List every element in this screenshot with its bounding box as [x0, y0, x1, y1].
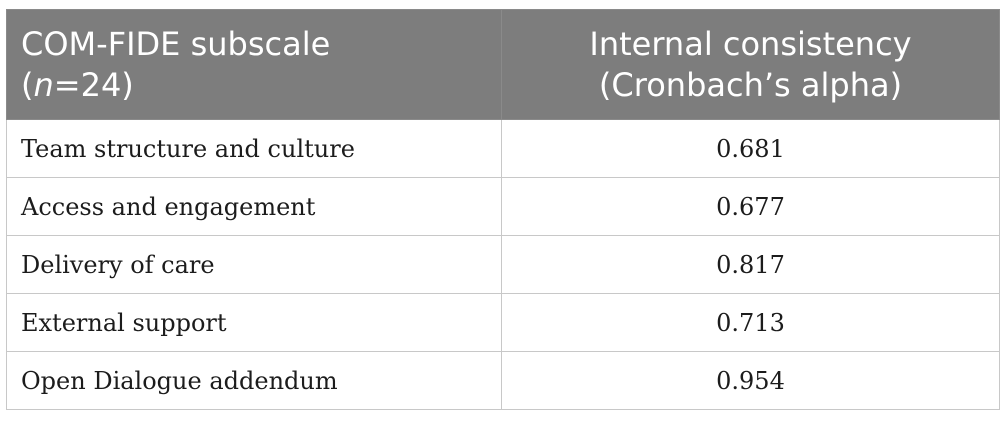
subscale-cell: External support: [6, 293, 502, 352]
alpha-cell: 0.677: [501, 177, 1000, 236]
header-subscale-line2: (n=24): [21, 65, 487, 106]
header-consistency-line1: Internal consistency: [589, 24, 912, 63]
reliability-table-container: COM-FIDE subscale (n=24) Internal consis…: [6, 9, 1000, 410]
subscale-cell: Open Dialogue addendum: [6, 351, 502, 410]
alpha-cell: 0.713: [501, 293, 1000, 352]
subscale-cell: Delivery of care: [6, 235, 502, 294]
table-row: External support 0.713: [6, 293, 1000, 352]
header-consistency-line2: (Cronbach’s alpha): [598, 65, 903, 104]
paren-open: (: [21, 65, 34, 104]
reliability-table: COM-FIDE subscale (n=24) Internal consis…: [6, 9, 1000, 410]
subscale-cell: Access and engagement: [6, 177, 502, 236]
alpha-cell: 0.954: [501, 351, 1000, 410]
header-subscale: COM-FIDE subscale (n=24): [6, 9, 502, 120]
header-subscale-line1: COM-FIDE subscale: [21, 24, 331, 63]
table-row: Team structure and culture 0.681: [6, 119, 1000, 178]
alpha-cell: 0.817: [501, 235, 1000, 294]
n-symbol: n: [33, 65, 54, 104]
n-value: =24): [53, 65, 134, 104]
table-body: Team structure and culture 0.681 Access …: [6, 119, 1000, 410]
alpha-cell: 0.681: [501, 119, 1000, 178]
table-row: Delivery of care 0.817: [6, 235, 1000, 294]
table-row: Open Dialogue addendum 0.954: [6, 351, 1000, 410]
table-row: Access and engagement 0.677: [6, 177, 1000, 236]
table-header: COM-FIDE subscale (n=24) Internal consis…: [6, 9, 1000, 120]
subscale-cell: Team structure and culture: [6, 119, 502, 178]
header-row: COM-FIDE subscale (n=24) Internal consis…: [6, 9, 1000, 120]
header-consistency: Internal consistency (Cronbach’s alpha): [501, 9, 1000, 120]
